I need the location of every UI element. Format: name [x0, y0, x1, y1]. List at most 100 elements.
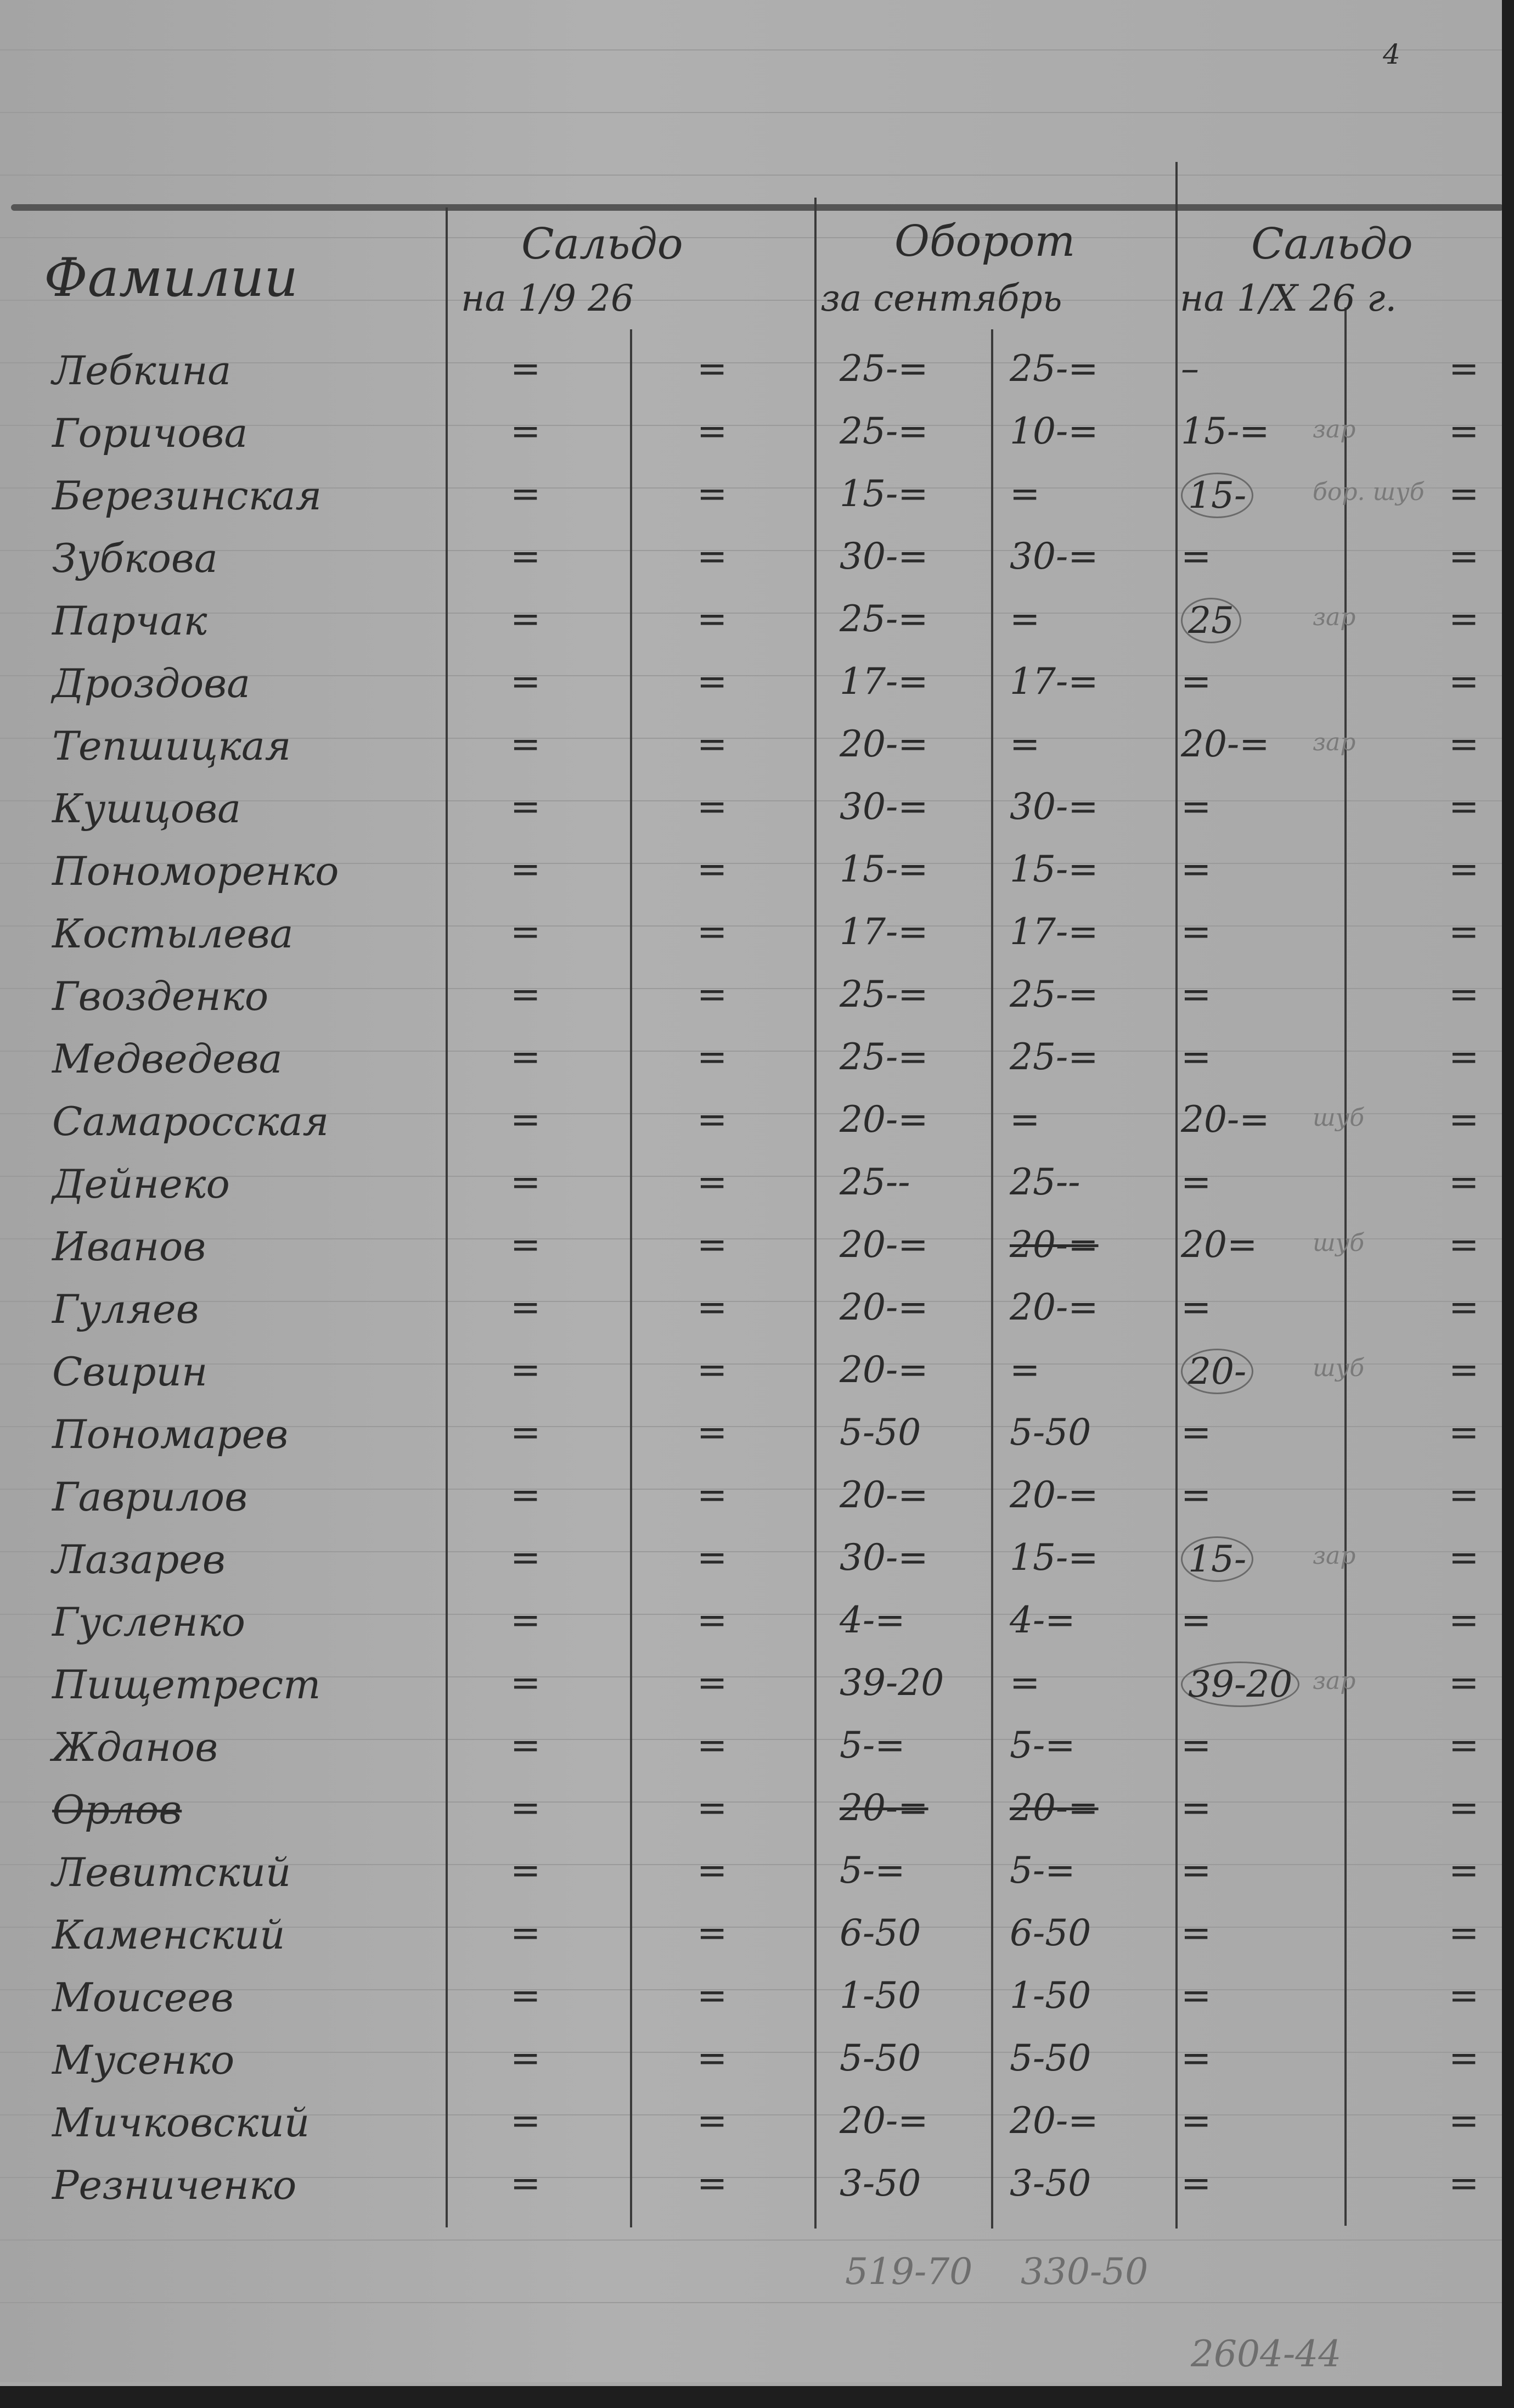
pencil-annotation: бор. шуб	[1313, 478, 1425, 506]
notebook-ruling	[0, 1551, 1504, 1552]
turnover-credit: 1-50	[1010, 1974, 1091, 2017]
saldo-start-debit: =	[510, 785, 541, 828]
saldo-end-debit: =	[1181, 1286, 1212, 1328]
saldo-start-debit: =	[510, 660, 541, 703]
saldo-end-credit: =	[1449, 1411, 1479, 1453]
surname-cell: Иванов	[52, 1223, 206, 1270]
saldo-start-debit: =	[510, 2037, 541, 2079]
saldo-end-credit: =	[1449, 2162, 1479, 2204]
saldo-start-credit: =	[697, 473, 728, 515]
turnover-credit: 17-=	[1010, 911, 1099, 953]
table-row: Лебкина = = 25-= 25-= – =	[0, 338, 1504, 400]
saldo-end-credit: =	[1449, 1223, 1479, 1266]
table-row: Горичова = = 25-= 10-= 15-= = зар	[0, 400, 1504, 463]
turnover-credit: 3-50	[1010, 2162, 1091, 2204]
column-divider	[814, 198, 817, 2229]
header-saldo-start: Сальдо	[521, 220, 683, 269]
turnover-credit: =	[1010, 1349, 1040, 1391]
turnover-credit: 20-=	[1010, 2100, 1099, 2142]
notebook-ruling	[0, 800, 1504, 801]
notebook-ruling	[0, 738, 1504, 739]
turnover-credit: 4-=	[1010, 1599, 1076, 1641]
turnover-debit: 25-=	[840, 973, 928, 1015]
turnover-credit: 15-=	[1010, 848, 1099, 890]
saldo-end-debit: =	[1181, 2100, 1212, 2142]
turnover-credit: 25-=	[1010, 347, 1099, 390]
table-row: Свирин = = 20-= = 20- = шуб	[0, 1339, 1504, 1401]
turnover-debit: 25-=	[840, 347, 928, 390]
table-row: Жданов = = 5-= 5-= = =	[0, 1714, 1504, 1777]
saldo-end-debit: 15-	[1181, 1536, 1254, 1582]
saldo-end-credit: =	[1449, 1849, 1479, 1891]
notebook-ruling	[0, 49, 1504, 50]
turnover-credit: =	[1010, 723, 1040, 765]
table-row: Парчак = = 25-= = 25 = зар	[0, 588, 1504, 650]
saldo-end-debit: =	[1181, 848, 1212, 890]
table-row: Мичковский = = 20-= 20-= = =	[0, 2090, 1504, 2152]
saldo-start-debit: =	[510, 1724, 541, 1766]
saldo-end-debit: 20-=	[1181, 1098, 1270, 1141]
table-row: Березинская = = 15-= = 15- = бор. шуб	[0, 463, 1504, 525]
header-turnover-period: за сентябрь	[820, 277, 1062, 319]
surname-cell: Березинская	[52, 473, 322, 519]
turnover-credit: 5-50	[1010, 2037, 1091, 2079]
saldo-end-debit: 20=	[1181, 1223, 1258, 1266]
saldo-start-debit: =	[510, 1161, 541, 1203]
surname-cell: Лебкина	[52, 347, 232, 394]
turnover-debit: 25--	[840, 1161, 910, 1203]
pencil-annotation: шуб	[1313, 1229, 1365, 1257]
surname-cell: Орлов	[52, 1787, 182, 1833]
turnover-credit: 6-50	[1010, 1912, 1091, 1954]
turnover-credit: =	[1010, 473, 1040, 515]
notebook-ruling	[0, 425, 1504, 426]
notebook-ruling	[0, 1927, 1504, 1928]
column-divider	[991, 329, 993, 2229]
scan-edge	[0, 2386, 1514, 2408]
notebook-ruling	[0, 925, 1504, 927]
saldo-end-debit: =	[1181, 1974, 1212, 2017]
saldo-end-credit: =	[1449, 1724, 1479, 1766]
surname-cell: Моисеев	[52, 1974, 234, 2020]
saldo-start-credit: =	[697, 1536, 728, 1579]
pencil-annotation: зар	[1313, 603, 1356, 631]
turnover-credit: 20-=	[1010, 1787, 1099, 1829]
notebook-ruling	[0, 675, 1504, 676]
saldo-start-credit: =	[697, 1912, 728, 1954]
turnover-debit: 30-=	[840, 1536, 928, 1579]
saldo-end-debit: =	[1181, 1912, 1212, 1954]
saldo-start-credit: =	[697, 660, 728, 703]
saldo-start-debit: =	[510, 911, 541, 953]
table-row: Пономоренко = = 15-= 15-= = =	[0, 838, 1504, 901]
column-divider	[1175, 162, 1178, 2229]
saldo-end-credit: =	[1449, 535, 1479, 577]
turnover-debit: 39-20	[840, 1662, 944, 1704]
turnover-debit: 25-=	[840, 1036, 928, 1078]
saldo-end-credit: =	[1449, 1161, 1479, 1203]
turnover-credit: 20-=	[1010, 1474, 1099, 1516]
surname-cell: Мичковский	[52, 2100, 310, 2146]
turnover-credit: 20-=	[1010, 1223, 1099, 1266]
saldo-start-debit: =	[510, 1912, 541, 1954]
table-row: Кушцова = = 30-= 30-= = =	[0, 776, 1504, 838]
saldo-end-credit: =	[1449, 473, 1479, 515]
saldo-end-credit: =	[1449, 1536, 1479, 1579]
turnover-debit: 20-=	[840, 1474, 928, 1516]
turnover-credit: 20-=	[1010, 1286, 1099, 1328]
saldo-start-credit: =	[697, 1474, 728, 1516]
saldo-end-debit: 20-	[1181, 1349, 1254, 1394]
saldo-start-credit: =	[697, 1223, 728, 1266]
saldo-start-debit: =	[510, 1411, 541, 1453]
turnover-debit: 6-50	[840, 1912, 921, 1954]
pencil-annotation: зар	[1313, 1542, 1356, 1570]
notebook-ruling	[0, 863, 1504, 864]
table-row: Иванов = = 20-= 20-= 20= = шуб	[0, 1214, 1504, 1276]
saldo-end-debit: =	[1181, 1787, 1212, 1829]
notebook-ruling	[0, 175, 1504, 176]
saldo-start-credit: =	[697, 1662, 728, 1704]
saldo-end-debit: 25	[1181, 598, 1241, 643]
surname-cell: Левитский	[52, 1849, 291, 1895]
saldo-start-debit: =	[510, 598, 541, 640]
saldo-end-credit: =	[1449, 1912, 1479, 1954]
notebook-ruling	[0, 1051, 1504, 1052]
